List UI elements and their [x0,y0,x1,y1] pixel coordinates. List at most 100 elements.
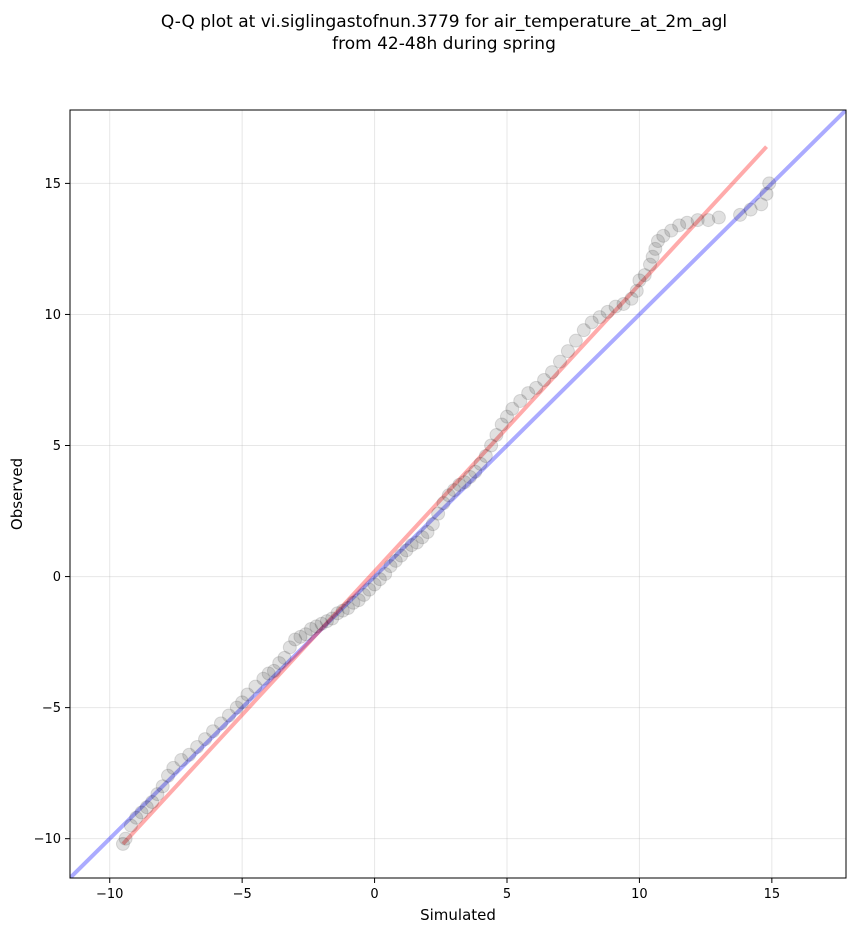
data-point [505,401,520,416]
data-point [150,787,165,802]
data-point [743,202,758,217]
data-point [346,595,361,610]
data-point [648,241,663,256]
data-points [115,176,777,851]
data-point [298,627,313,642]
data-point [129,810,144,825]
fit-line [121,145,769,846]
data-point [248,679,263,694]
data-point [616,296,631,311]
data-point [656,228,671,243]
data-point [266,663,281,678]
data-point [452,477,467,492]
chart-title-line-2: from 42-48h during spring [332,34,556,54]
data-point [462,469,477,484]
data-point [319,614,334,629]
data-point [529,380,544,395]
grid-lines [70,110,846,878]
data-point [182,747,197,762]
data-point [362,582,377,597]
data-point [341,601,356,616]
data-point [221,708,236,723]
data-point [399,543,414,558]
data-point [383,559,398,574]
data-point [293,629,308,644]
y-tick-label: −10 [34,832,61,847]
data-point [314,616,329,631]
data-point [568,333,583,348]
data-point [645,249,660,264]
plot-frame [69,109,847,879]
data-point [672,218,687,233]
chart-title-line-1: Q-Q plot at vi.siglingastofnun.3779 for … [161,12,727,32]
y-tick-label: 5 [53,439,61,454]
data-point [240,687,255,702]
data-point [139,800,154,815]
data-point [457,475,472,490]
data-point [484,438,499,453]
data-point [650,234,665,249]
data-point [592,310,607,325]
data-point [309,619,324,634]
x-tick-label: 5 [503,887,511,902]
data-point [762,176,777,191]
data-point [372,572,387,587]
data-point [425,517,440,532]
data-point [272,656,287,671]
y-axis-label: Observed [8,458,26,530]
x-axis-label: Simulated [420,906,496,924]
data-point [288,632,303,647]
data-point [330,606,345,621]
data-point [174,753,189,768]
data-point [690,213,705,228]
data-point [447,483,462,498]
data-point [545,365,560,380]
data-point [282,640,297,655]
data-point [478,448,493,463]
data-point [198,732,213,747]
data-point [494,417,509,432]
data-point [409,535,424,550]
data-point [489,428,504,443]
data-point [206,724,221,739]
x-tick-label: 10 [631,887,648,902]
data-point [304,621,319,636]
reference-lines [70,110,846,878]
data-point [629,283,644,298]
data-point [632,273,647,288]
data-point [513,393,528,408]
data-point [388,553,403,568]
x-tick-label: −10 [96,887,123,902]
data-point [600,304,615,319]
data-point [115,836,130,851]
data-point [576,323,591,338]
data-point [521,386,536,401]
data-point [351,593,366,608]
data-point [213,716,228,731]
data-point [335,603,350,618]
data-point [356,587,371,602]
data-point [473,456,488,471]
data-point [499,409,514,424]
data-point [229,700,244,715]
data-point [701,213,716,228]
data-point [608,299,623,314]
data-point [680,215,695,230]
data-point [441,488,456,503]
y-tick-label: −5 [42,701,61,716]
data-point [415,530,430,545]
data-point [160,768,175,783]
data-point [118,831,133,846]
data-point [166,760,181,775]
data-point [235,695,250,710]
axis-ticks: −10 −5 0 5 10 15 −10 −5 0 5 10 15 [34,177,781,902]
data-point [552,354,567,369]
data-point [325,611,340,626]
identity-line [70,110,846,878]
data-point [584,315,599,330]
data-point [431,506,446,521]
data-point [367,577,382,592]
data-point [733,207,748,222]
x-tick-label: −5 [233,887,252,902]
